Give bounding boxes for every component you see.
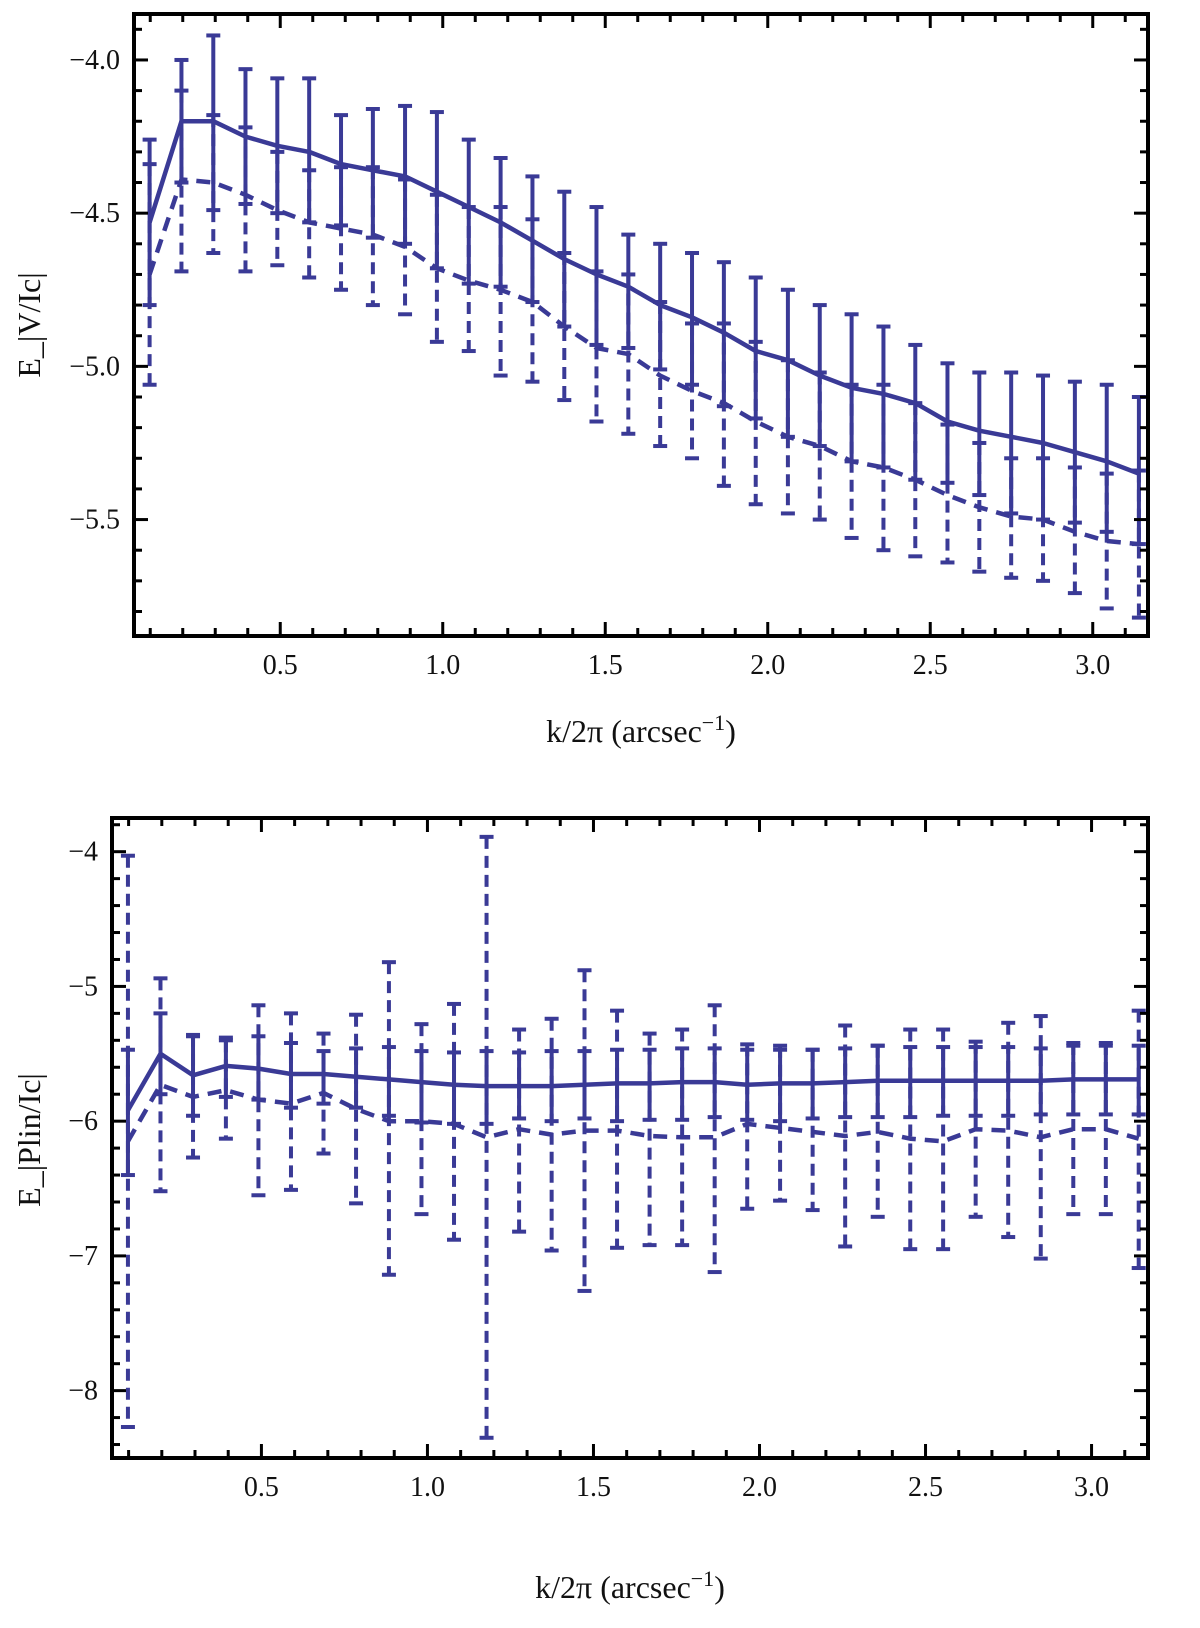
y-axis-label: E_|V/Ic| — [11, 272, 47, 377]
x-tick-label: 1.5 — [588, 650, 623, 681]
series-dashed — [142, 88, 1146, 620]
series-dashed — [120, 834, 1146, 1440]
x-tick-label: 2.5 — [913, 650, 948, 681]
x-axis-label: k/2π (arcsec−1) — [535, 1566, 725, 1605]
x-axis-label-main: k/2π (arcsec — [546, 713, 702, 749]
plot-frame — [110, 816, 1150, 1460]
y-tick-labels: −4 −5 −6 −7 −8 — [68, 837, 98, 1407]
x-tick-label: 1.5 — [576, 1472, 611, 1503]
series-solid — [120, 1011, 1146, 1178]
y-tick-label: −5 — [68, 971, 98, 1002]
x-tick-label: 2.0 — [742, 1472, 777, 1503]
series-line-solid — [147, 118, 1140, 476]
x-axis-label-close: ) — [725, 713, 736, 749]
axis-ticks — [134, 14, 1148, 636]
x-axis-label-exponent: −1 — [702, 710, 725, 735]
y-tick-label: −4.5 — [69, 198, 120, 229]
chart-panel-bottom: 0.5 1.0 1.5 2.0 2.5 3.0 −4 −5 −6 −7 −8 k/2π (arcs… — [11, 816, 1150, 1605]
x-axis-label-close: ) — [714, 1569, 725, 1605]
x-tick-labels: 0.5 1.0 1.5 2.0 2.5 3.0 — [263, 650, 1111, 681]
x-axis-label-main: k/2π (arcsec — [535, 1569, 691, 1605]
x-tick-label: 2.0 — [750, 650, 785, 681]
y-tick-label: −7 — [68, 1241, 98, 1272]
plot-frame — [132, 12, 1150, 638]
chart-panel-top: 0.5 1.0 1.5 2.0 2.5 3.0 −4.0 −4.5 −5.0 −5.5 k/2π… — [11, 12, 1150, 749]
x-tick-label: 1.0 — [410, 1472, 445, 1503]
y-tick-label: −5.5 — [69, 505, 120, 536]
x-tick-label: 3.0 — [1074, 1472, 1109, 1503]
y-tick-label: −4.0 — [69, 45, 120, 76]
y-tick-labels: −4.0 −4.5 −5.0 −5.5 — [69, 45, 120, 536]
x-tick-label: 2.5 — [908, 1472, 943, 1503]
y-tick-label: −4 — [68, 837, 98, 868]
series-layer — [120, 834, 1146, 1440]
series-line-dashed — [125, 1082, 1140, 1144]
x-tick-label: 0.5 — [244, 1472, 279, 1503]
y-tick-label: −5.0 — [69, 351, 120, 382]
x-tick-label: 3.0 — [1075, 650, 1110, 681]
series-line-dashed — [147, 177, 1140, 547]
y-axis-label: E_|Plin/Ic| — [11, 1073, 47, 1207]
x-tick-label: 1.0 — [425, 650, 460, 681]
series-solid — [142, 33, 1146, 547]
x-tick-label: 0.5 — [263, 650, 298, 681]
series-line-solid — [125, 1051, 1139, 1112]
y-tick-label: −8 — [68, 1376, 98, 1407]
series-layer — [142, 33, 1146, 620]
x-axis-label-exponent: −1 — [691, 1566, 714, 1591]
x-tick-labels: 0.5 1.0 1.5 2.0 2.5 3.0 — [244, 1472, 1109, 1503]
axis-ticks — [112, 818, 1148, 1458]
y-tick-label: −6 — [68, 1106, 98, 1137]
x-axis-label: k/2π (arcsec−1) — [546, 710, 736, 749]
